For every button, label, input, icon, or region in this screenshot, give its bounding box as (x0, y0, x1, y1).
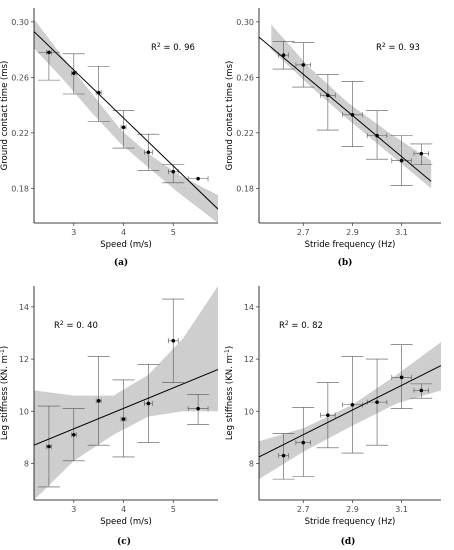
error-bar-3 (316, 74, 339, 131)
regression-line (259, 36, 432, 182)
data-point-2 (71, 432, 76, 437)
x-tick-label-3: 5 (171, 228, 176, 237)
data-point-4 (350, 402, 355, 407)
data-point-5 (146, 401, 151, 406)
x-tick-label-1: 3 (71, 228, 76, 237)
y-tick-label-3: 0.26 (11, 73, 29, 82)
x-tick-label-2: 4 (121, 228, 126, 237)
r-squared-annotation: R2 = 0. 40 (54, 320, 98, 332)
data-point-6 (399, 158, 404, 163)
y-tick-label-2: 0.22 (236, 129, 254, 138)
data-point-1 (47, 50, 51, 55)
x-tick-label-1: 3 (71, 505, 76, 514)
y-tick-label-4: 0.30 (11, 18, 29, 27)
data-point-7 (196, 406, 200, 411)
y-tick-label-2: 10 (19, 407, 29, 416)
y-tick-label-1: 8 (249, 459, 254, 468)
chart-panel-2: 2.7 2.9 3.1 0.18 0.22 0.26 0.30 Stride frequenc… (225, 8, 441, 268)
y-tick-label-3: 0.26 (236, 73, 254, 82)
y-tick-label-3: 12 (244, 355, 254, 364)
y-tick-label-2: 0.22 (11, 129, 29, 138)
r-squared-annotation: R2 = 0. 82 (279, 320, 323, 332)
x-tick-label-3: 5 (171, 505, 176, 514)
confidence-band (259, 342, 441, 480)
y-axis-title: Leg stiffness (KN. m-1) (224, 346, 236, 440)
data-point-7 (419, 388, 424, 393)
regression-line (259, 365, 441, 458)
error-bar-6 (162, 164, 185, 184)
x-axis-title: Speed (m/s) (100, 240, 152, 250)
y-tick-label-1: 0.18 (11, 184, 29, 193)
x-tick-label-2: 2.9 (346, 228, 359, 237)
chart-panel-4: 2.7 2.9 3.1 8 10 12 14 Stride frequency (Hz) Leg… (224, 286, 441, 547)
data-point-1 (281, 453, 286, 458)
x-axis-title: Speed (m/s) (100, 517, 152, 527)
data-point-3 (96, 399, 101, 403)
y-tick-label-4: 14 (244, 303, 254, 312)
r-squared-annotation: R2 = 0. 93 (376, 42, 420, 54)
data-point-4 (121, 417, 126, 421)
error-bar-7 (410, 143, 433, 166)
y-tick-label-4: 14 (19, 303, 29, 312)
y-tick-label-2: 10 (244, 407, 254, 416)
panel-caption: (c) (117, 536, 131, 547)
x-tick-label-1: 2.7 (297, 228, 310, 237)
panel-caption: (b) (338, 257, 353, 268)
data-point-5 (375, 400, 379, 404)
y-tick-label-3: 12 (19, 355, 29, 364)
x-tick-label-3: 3.1 (395, 228, 408, 237)
data-point-1 (47, 444, 51, 449)
data-point-2 (71, 71, 76, 75)
data-point-6 (171, 339, 176, 343)
data-point-7 (196, 176, 200, 181)
y-axis-title: Leg stiffness (KN. m-1) (0, 346, 10, 440)
regression-line (34, 369, 218, 446)
data-point-7 (419, 151, 424, 156)
y-axis-title: Ground contact time (ms) (225, 61, 235, 171)
y-axis-title: Ground contact time (ms) (0, 61, 10, 171)
x-axis-title: Stride frequency (Hz) (305, 240, 396, 250)
confidence-band (34, 286, 218, 500)
x-tick-label-2: 4 (121, 505, 126, 514)
x-tick-label-2: 2.9 (346, 505, 359, 514)
data-point-5 (146, 150, 151, 155)
chart-panel-1: 3 4 5 0.18 0.22 0.26 0.30 Speed (m/s) Ground con… (0, 8, 218, 268)
data-point-6 (399, 375, 404, 380)
y-tick-label-1: 0.18 (236, 184, 254, 193)
panel-caption: (a) (114, 257, 128, 268)
data-point-3 (326, 413, 330, 417)
data-point-2 (301, 440, 306, 445)
y-tick-label-1: 8 (24, 459, 29, 468)
regression-line (34, 31, 218, 210)
data-point-6 (171, 169, 176, 174)
chart-panel-3: 3 4 5 8 10 12 14 Speed (m/s) Leg stiffness (KN. … (0, 286, 218, 547)
x-tick-label-1: 2.7 (297, 505, 310, 514)
x-axis-title: Stride frequency (Hz) (305, 517, 396, 527)
panel-caption: (d) (341, 536, 356, 547)
y-tick-label-4: 0.30 (236, 18, 254, 27)
x-tick-label-3: 3.1 (395, 505, 408, 514)
r-squared-annotation: R2 = 0. 96 (151, 42, 195, 54)
data-point-4 (121, 125, 126, 130)
data-point-1 (281, 53, 286, 57)
data-point-2 (301, 63, 306, 67)
